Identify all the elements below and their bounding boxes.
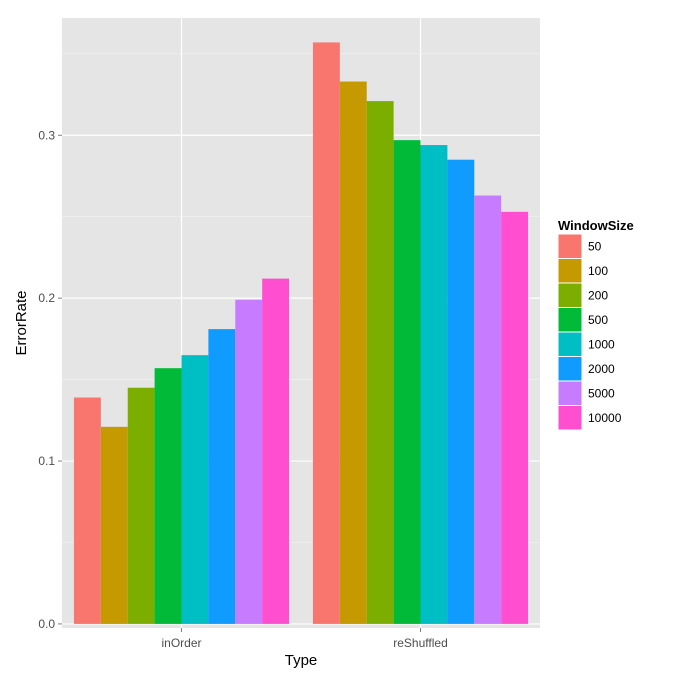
legend-swatch-50 [558,234,582,258]
bar-reShuffled-2000 [447,159,475,624]
legend-swatch-5000 [558,381,582,405]
x-tick-label: reShuffled [393,636,448,650]
legend-swatch-200 [558,283,582,307]
bar-inOrder-50 [73,397,101,624]
y-tick-label: 0.1 [38,454,55,468]
legend-label: 100 [588,264,608,278]
bar-reShuffled-50 [312,42,340,624]
legend-label: 2000 [588,362,615,376]
x-tick-label: inOrder [161,636,201,650]
legend-swatch-2000 [558,357,582,381]
bar-inOrder-10000 [262,278,290,624]
x-axis-title: Type [285,652,318,669]
bar-reShuffled-500 [393,140,421,624]
y-axis-title: ErrorRate [13,290,30,355]
bar-reShuffled-200 [366,101,394,624]
legend-label: 10000 [588,411,622,425]
legend-swatch-1000 [558,332,582,356]
legend-swatch-100 [558,259,582,283]
y-tick-label: 0.3 [38,128,55,142]
bar-inOrder-2000 [208,329,236,624]
y-axis-ticks: 0.0 0.1 0.2 0.3 [38,128,62,631]
legend-label: 1000 [588,337,615,351]
legend: WindowSize 50 100 200 500 1000 2000 5000 10000 [557,218,634,431]
bar-inOrder-200 [127,387,155,624]
bar-reShuffled-10000 [501,211,529,624]
legend-title: WindowSize [558,218,634,233]
bar-reShuffled-5000 [474,195,502,624]
bar-reShuffled-1000 [420,145,448,624]
bar-inOrder-1000 [181,355,209,624]
legend-swatch-500 [558,308,582,332]
x-axis-ticks: inOrder reShuffled [161,628,448,650]
bar-inOrder-500 [154,368,182,624]
legend-swatch-10000 [558,406,582,430]
y-tick-label: 0.0 [38,617,55,631]
legend-label: 5000 [588,386,615,400]
legend-label: 200 [588,288,608,302]
bars [73,42,529,624]
legend-label: 500 [588,313,608,327]
legend-label: 50 [588,239,602,253]
bar-reShuffled-100 [339,81,367,624]
y-tick-label: 0.2 [38,291,55,305]
bar-inOrder-5000 [235,299,263,624]
bar-inOrder-100 [100,426,128,624]
